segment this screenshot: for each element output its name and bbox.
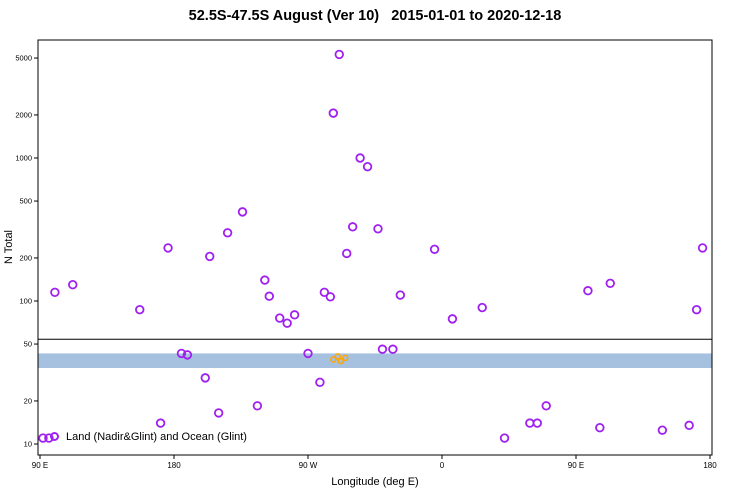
x-tick-label: 0 (440, 461, 445, 470)
data-point (163, 243, 173, 253)
data-point (205, 251, 215, 262)
data-point (477, 302, 487, 313)
data-point (237, 207, 248, 217)
y-tick-label: 100 (19, 297, 32, 306)
x-tick-label: 180 (703, 461, 717, 470)
legend: Land (Nadir&Glint) and Ocean (Glint) (50, 429, 247, 444)
data-point (691, 304, 702, 315)
x-tick-label: 180 (167, 461, 181, 470)
data-point (319, 287, 330, 298)
data-point (328, 108, 339, 118)
data-point (282, 318, 292, 328)
data-point (337, 357, 345, 365)
data-point (657, 425, 668, 435)
data-point (182, 350, 193, 360)
data-point (605, 278, 615, 288)
data-point (222, 228, 233, 238)
plot-box (37, 39, 713, 456)
data-point (176, 348, 187, 359)
data-point (289, 310, 300, 320)
data-point (532, 418, 542, 428)
legend-marker-circle (50, 432, 59, 441)
x-tick-label: 90 E (32, 461, 48, 470)
data-point (447, 314, 458, 324)
chart-title: 52.5S-47.5S August (Ver 10) 2015-01-01 t… (188, 8, 562, 24)
data-point (373, 224, 383, 234)
data-point (213, 408, 224, 418)
data-point (362, 161, 373, 172)
data-point (395, 290, 406, 300)
data-point (275, 313, 285, 323)
data-point (541, 401, 551, 411)
y-tick-label: 10 (24, 440, 32, 449)
data-point (697, 243, 708, 253)
data-point (252, 401, 263, 411)
highlight-band (38, 353, 712, 368)
data-point (38, 433, 48, 443)
data-point (334, 353, 342, 360)
data-point (334, 49, 344, 60)
data-point (388, 344, 398, 354)
y-tick-label: 50 (24, 340, 32, 349)
data-point (525, 418, 535, 428)
data-point (377, 344, 388, 354)
y-tick-label: 5000 (15, 54, 32, 63)
data-point (303, 348, 313, 359)
data-point (260, 275, 270, 285)
y-tick-label: 1000 (15, 154, 32, 163)
y-axis-title: N Total (3, 229, 15, 265)
data-point (499, 433, 510, 443)
data-point (347, 222, 358, 232)
y-tick-label: 200 (19, 253, 32, 262)
legend-label: Land (Nadir&Glint) and Ocean (Glint) (66, 430, 247, 443)
x-axis-title: Longitude (deg E) (331, 476, 419, 488)
data-point (341, 354, 349, 362)
data-point (355, 153, 365, 163)
data-point (135, 304, 145, 315)
data-point (200, 373, 210, 383)
data-point (684, 420, 694, 431)
data-point (342, 248, 352, 259)
data-point (264, 291, 274, 301)
data-point (50, 287, 60, 298)
x-tick-label: 90 W (299, 461, 318, 470)
data-point (325, 292, 336, 302)
data-point (68, 280, 78, 290)
data-point (155, 418, 166, 428)
x-tick-label: 90 E (568, 461, 584, 470)
data-point (330, 356, 337, 363)
data-point (595, 423, 605, 433)
y-tick-label: 20 (24, 396, 32, 405)
data-point (315, 377, 325, 388)
y-tick-label: 500 (19, 197, 32, 206)
y-tick-label: 2000 (15, 110, 32, 119)
data-point (583, 286, 593, 296)
data-point (429, 244, 440, 254)
